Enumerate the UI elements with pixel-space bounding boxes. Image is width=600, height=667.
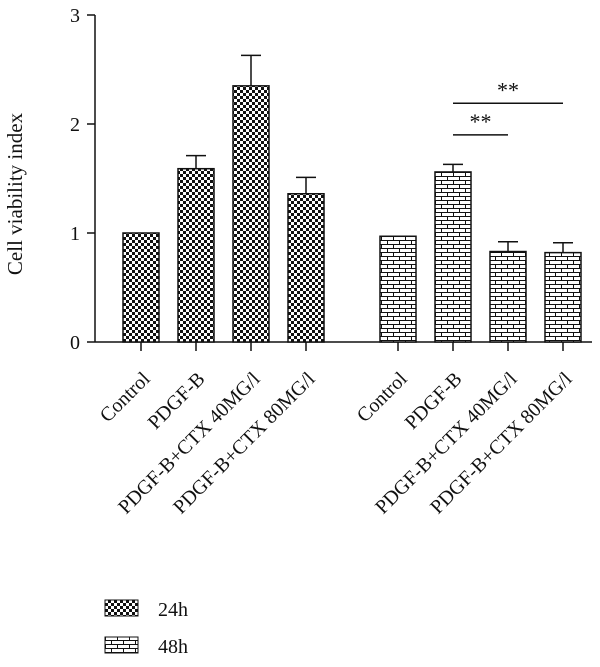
legend: 24h 48h xyxy=(104,599,188,658)
significance-label: ** xyxy=(470,109,492,134)
significance-label: ** xyxy=(497,77,519,102)
y-tick-label: 2 xyxy=(70,114,80,136)
bar xyxy=(434,171,472,343)
significance-annotations: **** xyxy=(453,77,563,136)
bar xyxy=(489,250,527,343)
legend-swatch-24h xyxy=(104,599,139,617)
bar xyxy=(287,193,325,343)
legend-label-48h: 48h xyxy=(158,636,188,658)
bar xyxy=(232,85,270,343)
legend-swatch-48h xyxy=(104,636,139,654)
y-axis-label: Cell viability index xyxy=(3,112,27,275)
error-bars xyxy=(186,54,573,253)
y-tick-label: 0 xyxy=(70,332,80,354)
legend-label-24h: 24h xyxy=(158,599,188,621)
bar xyxy=(177,167,215,343)
bar xyxy=(379,235,417,343)
y-tick-label: 3 xyxy=(70,5,80,27)
bar xyxy=(122,232,160,343)
y-tick-label: 1 xyxy=(70,223,80,245)
bars xyxy=(122,85,582,343)
bar xyxy=(544,251,582,343)
